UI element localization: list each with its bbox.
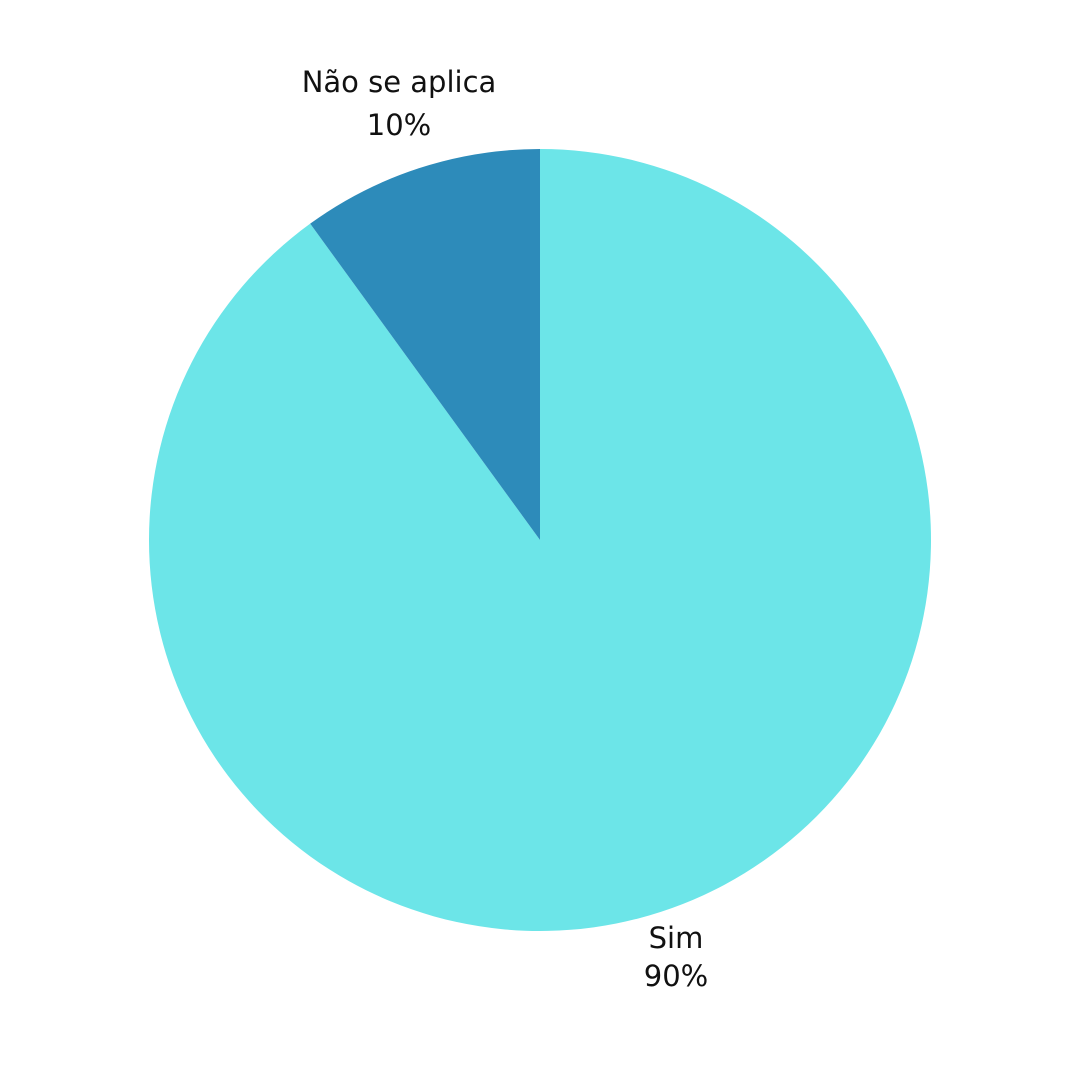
- slice-label-0: Sim: [649, 921, 704, 955]
- pie-slice-0: [148, 149, 931, 931]
- slice-percent-0: 90%: [644, 959, 708, 993]
- slices-layer: [148, 149, 931, 931]
- slice-percent-1: 10%: [367, 108, 431, 142]
- pie-slice-1: [310, 149, 540, 540]
- slice-label-1: Não se aplica: [302, 65, 497, 99]
- labels-layer: Sim 90% Não se aplica 10%: [302, 65, 709, 993]
